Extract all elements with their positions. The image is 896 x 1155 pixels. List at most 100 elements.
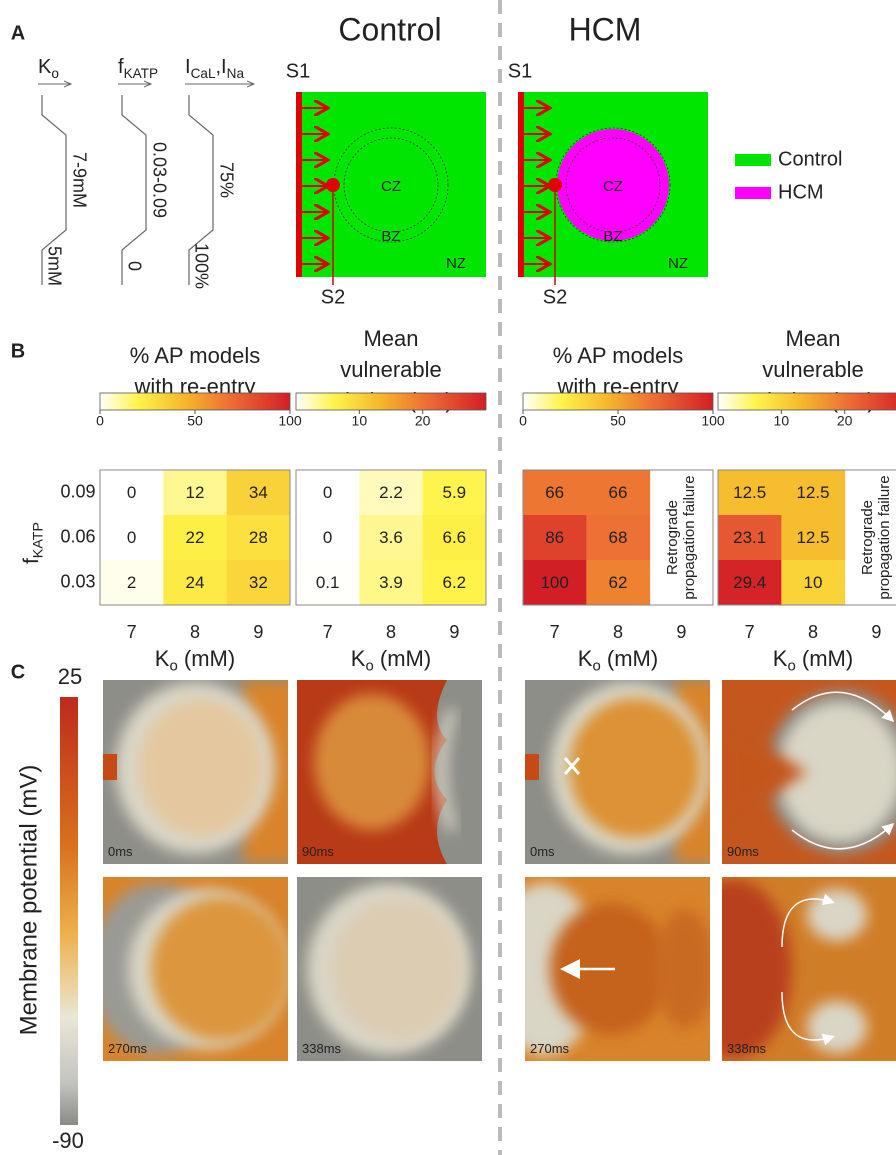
cell-value: 6.6 [443, 528, 467, 547]
protocol-low: 5mM [44, 246, 64, 286]
simulation-frame: 90ms [722, 680, 896, 864]
note: propagation failure [681, 475, 698, 599]
vm-tick-label: 25 [58, 664, 82, 689]
colorbar-tick-label: 20 [415, 413, 431, 429]
cell-value: 6.2 [443, 573, 467, 592]
colorbar-tick-label: 50 [610, 413, 626, 429]
column-title: Control [338, 11, 441, 47]
vm-colorbar [60, 697, 78, 1125]
time-label: 90ms [302, 844, 334, 859]
heatmap-title: % AP models [130, 343, 260, 368]
cell-value: 66 [609, 483, 628, 502]
colorbar [296, 393, 486, 410]
cell-value: 0 [323, 528, 332, 547]
colorbar [523, 393, 713, 410]
stimulus-label: S1 [508, 60, 532, 82]
cell-value: 3.9 [379, 573, 403, 592]
x-axis-label: Ko (mM) [773, 646, 853, 675]
zone-label: BZ [603, 228, 622, 245]
x-axis-label-sub: o [169, 658, 177, 675]
y-tick-label: 0.09 [60, 481, 95, 501]
heatmap-title: % AP models [553, 343, 683, 368]
x-axis-label-text: K [578, 646, 593, 671]
cell-value: 28 [249, 528, 268, 547]
cell-value: 24 [186, 573, 205, 592]
cell-value: 5.9 [443, 483, 467, 502]
cell-value: 34 [249, 483, 268, 502]
time-label: 338ms [727, 1041, 767, 1056]
colorbar-tick-label: 20 [837, 413, 853, 429]
simulation-frame: 90ms [297, 680, 482, 864]
protocol-high: 7-9mM [69, 152, 89, 208]
simulation-frame: 0ms [525, 680, 725, 864]
x-axis-label: Ko (mM) [578, 646, 658, 675]
cell-value: 66 [545, 483, 564, 502]
protocol-high: 0.03-0.09 [149, 142, 169, 218]
x-tick-label: 8 [190, 622, 200, 642]
protocol-high: 75% [216, 162, 236, 198]
colorbar-tick-label: 10 [352, 413, 368, 429]
x-axis-label-text: (mM) [178, 646, 235, 671]
stimulus-bar [296, 92, 302, 277]
stimulus-label: S2 [543, 286, 567, 308]
column-title: HCM [569, 11, 642, 47]
wave [139, 700, 263, 836]
protocol-label-text: K [38, 56, 52, 78]
protocol-line [122, 95, 146, 285]
x-tick-label: 9 [449, 622, 459, 642]
colorbar-tick-label: 100 [701, 413, 725, 429]
protocol-label-text: ,I [216, 56, 227, 78]
panel-label: A [11, 22, 25, 44]
x-tick-label: 8 [613, 622, 623, 642]
x-tick-label: 7 [323, 622, 333, 642]
wave [151, 897, 291, 1041]
cell-value: 12 [186, 483, 205, 502]
figure: A Control HCM Ko 7-9mM 5mM fKATP 0.03-0.09 0 ICaL… [0, 0, 896, 1155]
cell-value: 68 [609, 528, 628, 547]
zone-label: CZ [381, 178, 401, 195]
x-tick-label: 7 [127, 622, 137, 642]
x-axis-label-text: (mM) [601, 646, 658, 671]
cell-value: 86 [545, 528, 564, 547]
legend-label: HCM [778, 181, 824, 203]
legend-swatch [735, 154, 771, 166]
legend-swatch [735, 187, 771, 199]
x-axis-label-sub: o [365, 658, 373, 675]
protocol-label: fKATP [118, 56, 158, 80]
simulation-frame: 270ms [490, 877, 715, 1061]
x-tick-label: 9 [676, 622, 686, 642]
note: propagation failure [876, 475, 893, 599]
time-label: 0ms [108, 844, 133, 859]
protocol-label: ICaL,INa [185, 56, 244, 80]
time-label: 270ms [108, 1041, 148, 1056]
cell-value: 23.1 [733, 528, 766, 547]
x-axis-label-text: K [773, 646, 788, 671]
cell-value: 100 [540, 573, 568, 592]
protocol-label-sub: o [51, 66, 59, 81]
stim [103, 754, 117, 780]
colorbar [100, 393, 290, 410]
protocol-low: 100% [191, 243, 211, 289]
stimulus-point [326, 178, 340, 192]
heatmap-title: Mean [785, 326, 840, 351]
heatmap-title: vulnerable [340, 357, 442, 382]
zone-label: NZ [446, 255, 466, 272]
simulation-frame: 338ms [297, 877, 482, 1061]
x-axis-label-text: (mM) [796, 646, 853, 671]
x-tick-label: 8 [386, 622, 396, 642]
cell-value: 2.2 [379, 483, 403, 502]
x-axis-label-text: K [351, 646, 366, 671]
page: {"panels": { "a": {"label": "A", "titles… [0, 0, 896, 1155]
time-label: 0ms [530, 844, 555, 859]
panel-label: C [11, 661, 25, 683]
x-tick-label: 7 [550, 622, 560, 642]
simulation-frame: 0ms [103, 680, 303, 864]
x-axis-label-text: K [155, 646, 170, 671]
colorbar-tick-label: 100 [278, 413, 302, 429]
y-axis-label: fKATP [20, 522, 47, 564]
note: Retrograde [859, 500, 876, 575]
colorbar-tick-label: 50 [187, 413, 203, 429]
x-axis-label-sub: o [592, 658, 600, 675]
simulation-frame: 270ms [90, 877, 291, 1061]
x-tick-label: 9 [253, 622, 263, 642]
